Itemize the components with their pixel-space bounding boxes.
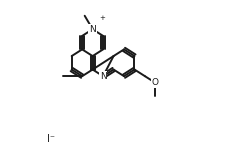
Text: +: + <box>99 15 105 21</box>
Text: I⁻: I⁻ <box>47 134 55 144</box>
Text: O: O <box>152 78 159 87</box>
Text: N: N <box>100 72 106 81</box>
Text: N: N <box>89 25 96 34</box>
